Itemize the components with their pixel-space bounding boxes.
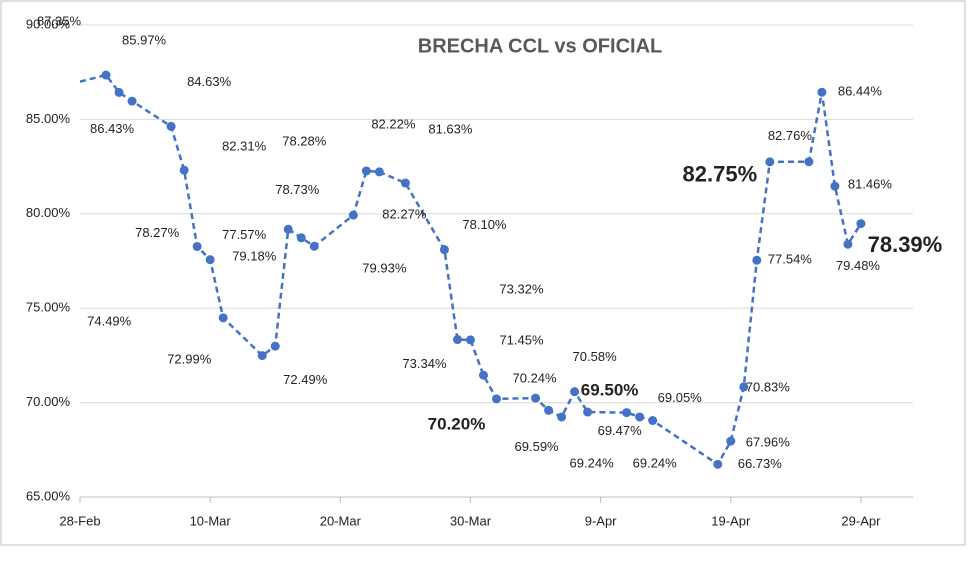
x-tick-label: 30-Mar	[450, 513, 492, 528]
data-label: 81.63%	[428, 121, 473, 136]
data-point	[752, 255, 762, 265]
data-label: 69.47%	[598, 423, 643, 438]
data-label: 78.39%	[868, 232, 943, 257]
data-label: 69.24%	[570, 455, 615, 470]
data-label: 86.43%	[90, 121, 135, 136]
data-label: 79.93%	[362, 261, 407, 276]
data-point	[843, 239, 853, 249]
data-point	[583, 407, 593, 417]
data-label: 81.46%	[848, 177, 893, 192]
data-point	[101, 70, 111, 80]
data-point	[478, 370, 488, 380]
y-tick-label: 65.00%	[26, 488, 71, 503]
data-point	[166, 121, 176, 131]
data-label: 69.59%	[515, 439, 560, 454]
y-tick-label: 75.00%	[26, 300, 71, 315]
x-tick-label: 9-Apr	[585, 513, 617, 528]
y-tick-label: 70.00%	[26, 394, 71, 409]
data-point	[726, 436, 736, 446]
data-point	[830, 181, 840, 191]
data-label: 71.45%	[499, 333, 544, 348]
data-point	[114, 87, 124, 97]
data-label: 78.10%	[462, 217, 507, 232]
data-point	[270, 341, 280, 351]
data-point	[557, 412, 567, 422]
chart-title: BRECHA CCL vs OFICIAL	[418, 35, 662, 57]
x-tick-label: 19-Apr	[711, 513, 751, 528]
data-label: 72.99%	[167, 352, 212, 367]
data-label: 84.63%	[187, 74, 232, 89]
data-point	[361, 166, 371, 176]
data-point	[648, 416, 658, 426]
data-point	[309, 241, 319, 251]
chart-frame	[0, 0, 966, 546]
data-label: 87.35%	[37, 13, 82, 28]
data-point	[765, 157, 775, 167]
data-label: 73.34%	[402, 356, 447, 371]
data-point	[127, 96, 137, 106]
data-label: 77.54%	[768, 252, 813, 267]
data-label: 85.97%	[122, 33, 167, 48]
data-label: 70.24%	[513, 371, 558, 386]
data-label: 82.76%	[768, 128, 813, 143]
data-point	[804, 157, 814, 167]
x-tick-label: 20-Mar	[320, 513, 362, 528]
x-tick-label: 28-Feb	[59, 513, 100, 528]
data-label: 69.50%	[581, 381, 639, 400]
data-label: 70.83%	[746, 379, 791, 394]
x-tick-label: 10-Mar	[190, 513, 232, 528]
data-label: 82.22%	[371, 116, 416, 131]
y-tick-label: 85.00%	[26, 111, 71, 126]
data-point	[622, 408, 632, 418]
y-tick-label: 80.00%	[26, 205, 71, 220]
data-point	[713, 459, 723, 469]
data-point	[739, 382, 749, 392]
data-point	[452, 335, 462, 345]
data-point	[348, 210, 358, 220]
data-label: 73.32%	[499, 281, 544, 296]
data-point	[374, 167, 384, 177]
data-label: 70.20%	[428, 414, 486, 433]
data-label: 69.05%	[658, 390, 703, 405]
data-point	[192, 241, 202, 251]
data-label: 78.73%	[275, 182, 320, 197]
data-label: 69.24%	[633, 455, 678, 470]
data-label: 67.96%	[746, 435, 791, 450]
data-point	[205, 255, 215, 265]
data-point	[283, 224, 293, 234]
data-label: 79.48%	[836, 258, 881, 273]
data-point	[544, 405, 554, 415]
data-point	[296, 233, 306, 243]
x-tick-label: 29-Apr	[841, 513, 881, 528]
data-point	[492, 394, 501, 404]
data-label: 79.18%	[232, 249, 277, 264]
data-point	[635, 412, 645, 422]
data-point	[531, 393, 541, 403]
data-label: 66.73%	[738, 456, 783, 471]
data-point	[257, 351, 267, 361]
data-label: 72.49%	[283, 372, 328, 387]
data-point	[817, 87, 827, 97]
data-point	[218, 313, 228, 323]
data-point	[179, 165, 189, 175]
data-label: 78.28%	[282, 134, 327, 149]
data-point	[570, 387, 580, 397]
data-label: 74.49%	[87, 313, 132, 328]
y-tick-label: 90.00%	[26, 16, 71, 31]
data-label: 82.75%	[683, 162, 758, 187]
data-label: 77.57%	[222, 227, 267, 242]
data-label: 86.44%	[838, 84, 883, 99]
data-point	[400, 178, 410, 188]
data-label: 70.58%	[573, 349, 618, 364]
data-label: 82.31%	[222, 139, 267, 154]
data-label: 82.27%	[382, 206, 427, 221]
data-point	[439, 245, 449, 255]
data-point	[465, 335, 475, 345]
data-label: 78.27%	[135, 225, 180, 240]
data-point	[856, 219, 866, 229]
